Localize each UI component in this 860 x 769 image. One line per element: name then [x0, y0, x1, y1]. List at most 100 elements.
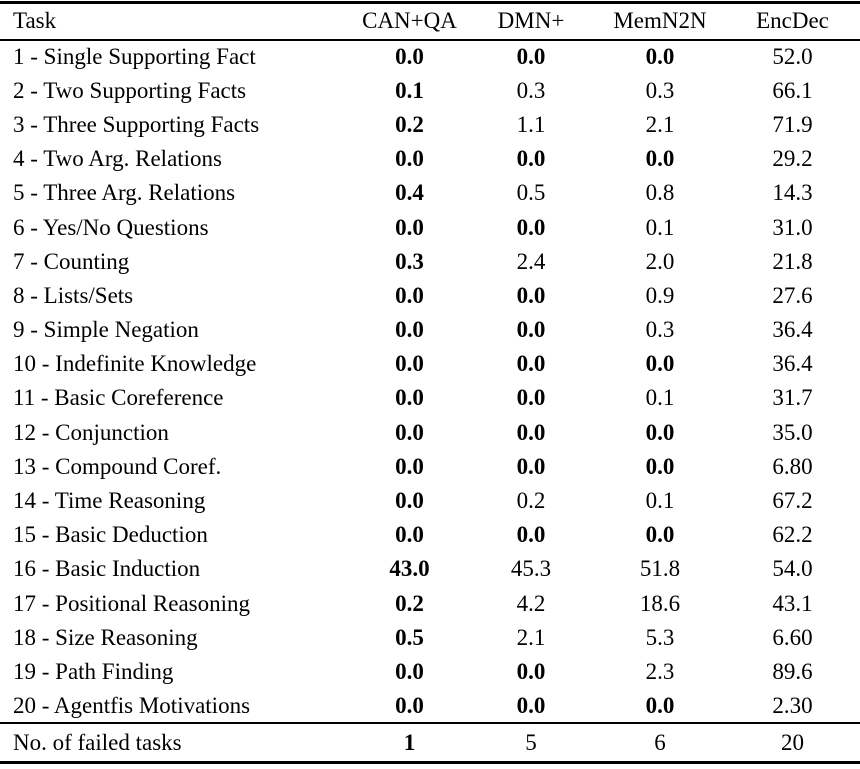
value-cell: 0.2 — [395, 590, 424, 616]
task-cell: 20 - Agentfis Motivations — [13, 692, 251, 718]
value-cell: 0.0 — [516, 385, 546, 411]
task-cell: 13 - Compound Coref. — [13, 453, 222, 479]
value-cell: 43.1 — [772, 590, 813, 616]
value-cell: 6.60 — [772, 624, 813, 650]
table-row: 19 - Path Finding 0.0 0.0 2.3 89.6 — [0, 655, 860, 689]
value-cell: 0.1 — [645, 385, 675, 411]
table-row: 6 - Yes/No Questions 0.0 0.0 0.1 31.0 — [0, 210, 860, 244]
column-header-dmn: DMN+ — [497, 8, 565, 34]
table-row: 9 - Simple Negation 0.0 0.0 0.3 36.4 — [0, 313, 860, 347]
value-cell: 14.3 — [772, 180, 813, 206]
task-cell: 1 - Single Supporting Fact — [13, 44, 256, 70]
header-row: Task CAN+QA DMN+ MemN2N EncDec — [0, 3, 860, 40]
value-cell: 45.3 — [510, 556, 552, 582]
task-cell: 6 - Yes/No Questions — [13, 214, 209, 240]
value-cell: 0.0 — [516, 44, 546, 70]
value-cell: 52.0 — [772, 44, 813, 70]
value-cell: 31.0 — [772, 214, 813, 240]
value-cell: 62.2 — [772, 522, 813, 548]
value-cell: 0.5 — [395, 624, 424, 650]
value-cell: 0.0 — [645, 522, 675, 548]
value-cell: 0.3 — [645, 77, 675, 103]
task-cell: 16 - Basic Induction — [13, 556, 201, 582]
table-row: 5 - Three Arg. Relations 0.4 0.5 0.8 14.… — [0, 176, 860, 210]
value-cell: 0.0 — [516, 522, 546, 548]
column-header-canqa: CAN+QA — [362, 8, 457, 34]
value-cell: 43.0 — [389, 556, 430, 582]
table-row: 13 - Compound Coref. 0.0 0.0 0.0 6.80 — [0, 450, 860, 484]
value-cell: 2.1 — [516, 624, 546, 650]
table-row: 10 - Indefinite Knowledge 0.0 0.0 0.0 36… — [0, 347, 860, 381]
value-cell: 36.4 — [772, 317, 813, 343]
table-footer: No. of failed tasks 1 5 6 20 — [0, 723, 860, 762]
value-cell: 5 — [525, 729, 537, 755]
value-cell: 0.0 — [395, 44, 424, 70]
value-cell: 0.0 — [645, 453, 675, 479]
value-cell: 66.1 — [772, 77, 813, 103]
table-row: 2 - Two Supporting Facts 0.1 0.3 0.3 66.… — [0, 74, 860, 108]
task-cell: 7 - Counting — [13, 248, 130, 274]
value-cell: 0.8 — [645, 180, 675, 206]
column-header-encdec: EncDec — [756, 8, 829, 34]
task-cell: 15 - Basic Deduction — [13, 522, 208, 548]
task-cell: 19 - Path Finding — [13, 658, 174, 684]
table-row: 20 - Agentfis Motivations 0.0 0.0 0.0 2.… — [0, 689, 860, 723]
task-cell: 4 - Two Arg. Relations — [13, 146, 223, 172]
value-cell: 0.0 — [395, 282, 424, 308]
value-cell: 0.0 — [395, 146, 424, 172]
table-row: 3 - Three Supporting Facts 0.2 1.1 2.1 7… — [0, 108, 860, 142]
value-cell: 1 — [403, 729, 416, 755]
task-cell: 10 - Indefinite Knowledge — [13, 351, 257, 377]
table-header: Task CAN+QA DMN+ MemN2N EncDec — [0, 3, 860, 40]
task-cell: 18 - Size Reasoning — [13, 624, 198, 650]
value-cell: 0.2 — [516, 488, 546, 514]
value-cell: 5.3 — [645, 624, 675, 650]
value-cell: 0.0 — [516, 419, 546, 445]
value-cell: 20 — [781, 729, 804, 755]
value-cell: 31.7 — [772, 385, 813, 411]
value-cell: 6 — [654, 729, 666, 755]
task-cell: 12 - Conjunction — [13, 419, 169, 445]
value-cell: 0.0 — [395, 214, 424, 240]
value-cell: 0.0 — [395, 419, 424, 445]
value-cell: 0.9 — [645, 282, 675, 308]
task-cell: 5 - Three Arg. Relations — [13, 180, 236, 206]
table-row: 12 - Conjunction 0.0 0.0 0.0 35.0 — [0, 416, 860, 450]
value-cell: 29.2 — [772, 146, 813, 172]
task-cell: 8 - Lists/Sets — [13, 282, 134, 308]
task-cell: 2 - Two Supporting Facts — [13, 77, 247, 103]
value-cell: 1.1 — [516, 111, 546, 137]
value-cell: 0.0 — [645, 351, 675, 377]
value-cell: 89.6 — [772, 658, 813, 684]
value-cell: 0.0 — [395, 692, 424, 718]
value-cell: 2.0 — [645, 248, 675, 274]
task-cell: 17 - Positional Reasoning — [13, 590, 251, 616]
table-row: 11 - Basic Coreference 0.0 0.0 0.1 31.7 — [0, 381, 860, 415]
value-cell: 0.0 — [516, 453, 546, 479]
value-cell: 0.3 — [395, 248, 424, 274]
task-cell: 9 - Simple Negation — [13, 317, 199, 343]
column-header-task: Task — [13, 8, 57, 34]
value-cell: 18.6 — [639, 590, 681, 616]
value-cell: 6.80 — [772, 453, 813, 479]
table-row: 1 - Single Supporting Fact 0.0 0.0 0.0 5… — [0, 40, 860, 74]
value-cell: 27.6 — [772, 282, 813, 308]
value-cell: 0.0 — [395, 453, 424, 479]
value-cell: 0.0 — [516, 146, 546, 172]
table-body: 1 - Single Supporting Fact 0.0 0.0 0.0 5… — [0, 40, 860, 724]
table-row: 14 - Time Reasoning 0.0 0.2 0.1 67.2 — [0, 484, 860, 518]
value-cell: 36.4 — [772, 351, 813, 377]
value-cell: 2.4 — [516, 248, 546, 274]
value-cell: 0.0 — [645, 146, 675, 172]
value-cell: 0.0 — [395, 385, 424, 411]
value-cell: 0.3 — [516, 77, 546, 103]
table-row: 4 - Two Arg. Relations 0.0 0.0 0.0 29.2 — [0, 142, 860, 176]
value-cell: 0.0 — [516, 317, 546, 343]
value-cell: 0.0 — [645, 44, 675, 70]
table-row: 15 - Basic Deduction 0.0 0.0 0.0 62.2 — [0, 518, 860, 552]
table-row: 18 - Size Reasoning 0.5 2.1 5.3 6.60 — [0, 621, 860, 655]
value-cell: 0.0 — [516, 214, 546, 240]
value-cell: 0.0 — [516, 692, 546, 718]
